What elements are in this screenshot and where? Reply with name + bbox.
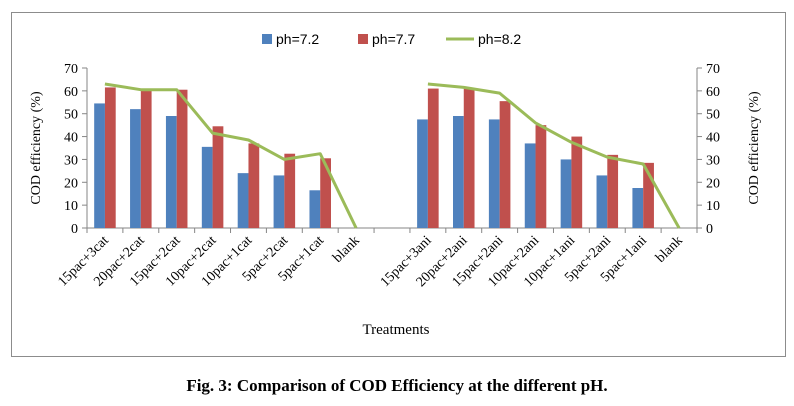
y-tick-label: 60: [64, 85, 78, 100]
bar: [212, 126, 224, 228]
bar: [463, 88, 475, 228]
y-tick-label: 50: [64, 108, 78, 123]
y2-tick-label: 50: [706, 108, 720, 123]
y2-tick-label: 20: [706, 176, 720, 191]
x-axis-label: Treatments: [363, 322, 430, 338]
chart-frame: [11, 12, 786, 357]
y-tick-label: 70: [64, 62, 78, 77]
y2-tick-label: 10: [706, 199, 720, 214]
x-tick-label: blank: [330, 233, 363, 266]
bar: [643, 162, 654, 228]
legend-swatch: [358, 34, 368, 44]
bar: [104, 87, 116, 228]
chart: ph=7.2 ph=7.7 ph=8.2 0 0 10 10 20 20 30 30 40 40 50 5…: [29, 31, 762, 338]
bars: [94, 87, 654, 228]
bar: [596, 175, 608, 228]
bar: [237, 173, 249, 228]
bar: [248, 143, 260, 228]
bar: [140, 89, 152, 228]
y2-tick-label: 40: [706, 131, 720, 146]
y-tick-label: 20: [64, 176, 78, 191]
bar: [130, 109, 141, 228]
labels: COD efficiency (%) COD efficiency (%) Tr…: [29, 91, 762, 338]
bar: [453, 116, 464, 228]
legend-label: ph=7.2: [276, 31, 319, 47]
bar: [165, 116, 177, 228]
y-tick-label: 30: [64, 153, 78, 168]
series-line: [427, 82, 681, 229]
legend: ph=7.2 ph=7.7 ph=8.2: [262, 31, 521, 47]
lines: [104, 82, 681, 229]
y2-tick-label: 0: [706, 222, 713, 237]
bar: [284, 153, 296, 228]
legend-label: ph=8.2: [478, 31, 521, 47]
y2-axis-label: COD efficiency (%): [747, 91, 762, 205]
figure-caption: Fig. 3: Comparison of COD Efficiency at …: [186, 376, 608, 395]
y2-tick-label: 60: [706, 85, 720, 100]
y-axis-label: COD efficiency (%): [29, 91, 44, 205]
legend-swatch: [262, 34, 272, 44]
bar: [560, 159, 572, 228]
bar: [499, 101, 511, 228]
bar: [488, 119, 500, 228]
y2-tick-label: 70: [706, 62, 720, 77]
bar: [309, 190, 321, 228]
bar: [535, 125, 547, 228]
bar: [524, 143, 536, 228]
bar: [427, 88, 439, 228]
y-tick-label: 0: [71, 222, 78, 237]
bar: [176, 89, 188, 228]
bar: [417, 119, 428, 228]
legend-label: ph=7.7: [372, 31, 415, 47]
bar: [632, 188, 644, 228]
bar: [320, 158, 331, 228]
bar: [607, 154, 619, 228]
bar: [94, 103, 105, 228]
x-tick-label: blank: [653, 233, 686, 266]
series-line: [104, 82, 358, 229]
bar: [273, 175, 285, 228]
y2-tick-label: 30: [706, 153, 720, 168]
bar: [571, 136, 583, 228]
y-tick-label: 40: [64, 131, 78, 146]
y-tick-label: 10: [64, 199, 78, 214]
bar: [201, 146, 213, 228]
